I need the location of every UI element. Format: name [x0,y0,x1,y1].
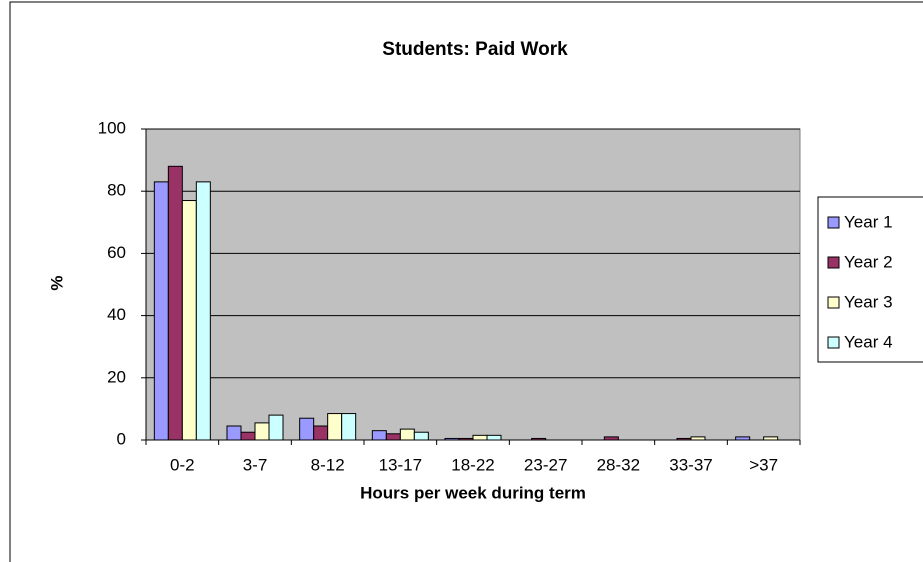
bar [195,181,211,441]
bar [458,437,474,441]
bar [444,437,460,441]
bar [254,422,270,441]
legend-label: Year 4 [844,332,893,351]
bar [268,414,284,441]
legend-swatch [827,296,840,309]
y-tick-label: 20 [107,367,126,386]
legend-swatch [827,256,840,269]
bar [690,436,706,441]
y-axis-label: % [47,275,66,290]
bar [181,200,197,441]
bar [676,437,692,441]
y-tick-label: 80 [107,181,126,200]
bar [371,430,387,441]
x-tick-label: 3-7 [243,455,268,474]
bar [327,413,343,441]
legend-swatch [827,216,840,229]
x-tick-label: 28-32 [597,455,640,474]
x-tick-label: 33-37 [669,455,712,474]
x-tick-label: 0-2 [170,455,195,474]
bar [486,434,502,441]
bar [603,436,619,441]
bar [399,428,415,441]
y-tick-label: 60 [107,243,126,262]
y-tick-label: 40 [107,305,126,324]
x-tick-label: 18-22 [451,455,494,474]
x-axis-label: Hours per week during term [360,483,586,502]
x-tick-label: >37 [749,455,778,474]
bar [299,417,315,441]
legend-swatch [827,336,840,349]
bar [413,431,429,441]
bar [226,425,242,441]
bar [735,436,751,441]
plot-area [145,128,801,441]
bar [341,413,357,441]
x-tick-label: 8-12 [311,455,345,474]
legend-label: Year 1 [844,212,893,231]
chart-title: Students: Paid Work [382,39,568,60]
bar [240,431,256,441]
x-tick-label: 23-27 [524,455,567,474]
legend-label: Year 2 [844,252,893,271]
bar [385,433,401,441]
bar [472,434,488,441]
bar [763,436,779,441]
y-tick-label: 0 [117,429,126,448]
bar [153,181,169,441]
bar [167,165,183,441]
y-tick-label: 100 [98,118,126,137]
legend-label: Year 3 [844,292,893,311]
bar [313,425,329,441]
bar [531,437,547,441]
x-tick-label: 13-17 [379,455,422,474]
